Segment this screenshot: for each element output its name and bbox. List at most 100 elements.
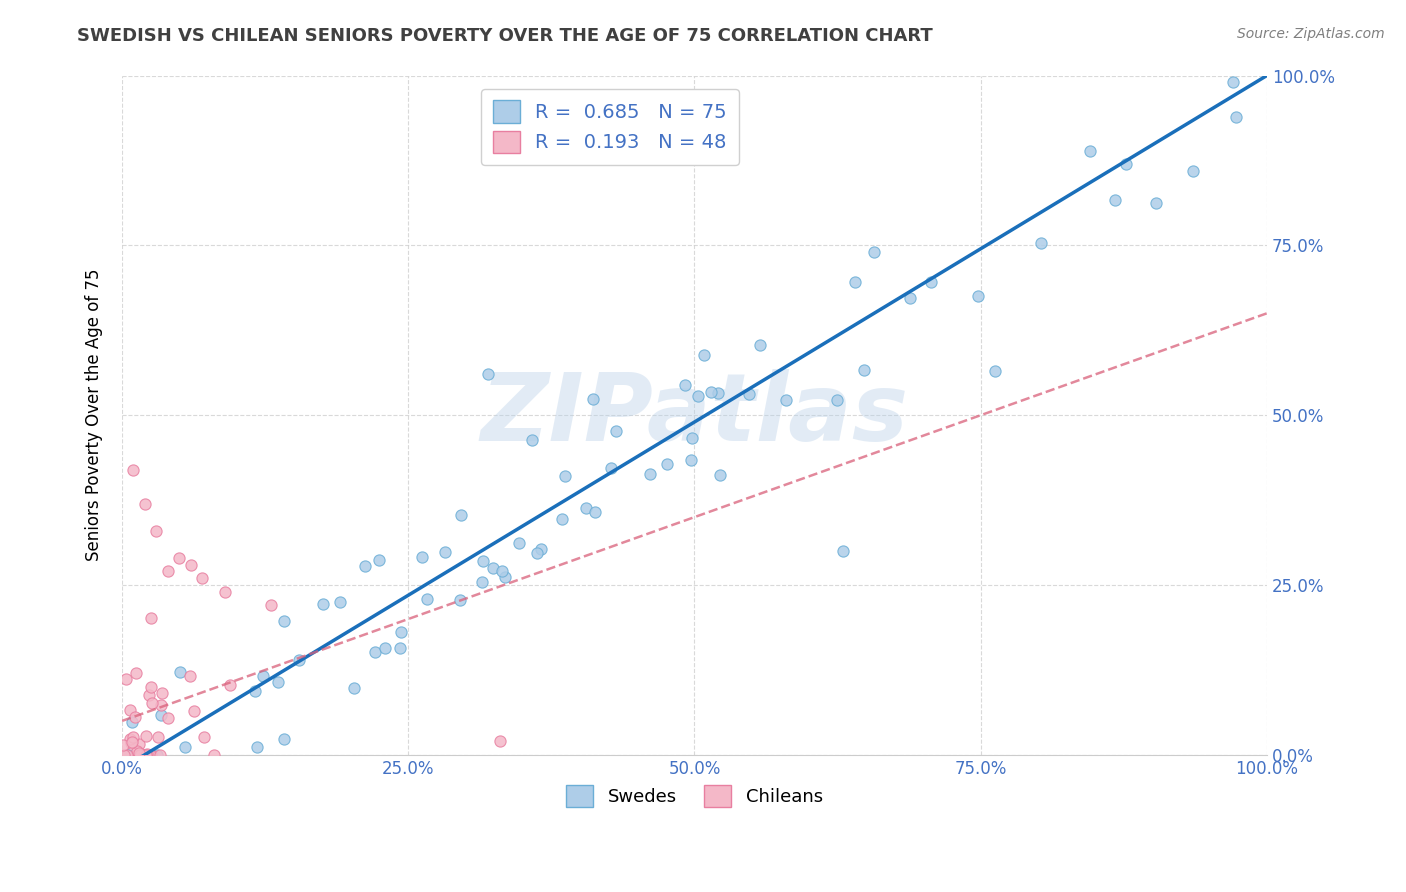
Point — [638, 467, 661, 482]
Point — [364, 645, 387, 659]
Point — [1115, 157, 1137, 171]
Point — [583, 505, 606, 519]
Text: Source: ZipAtlas.com: Source: ZipAtlas.com — [1237, 27, 1385, 41]
Point — [179, 669, 201, 683]
Point — [260, 599, 283, 613]
Point — [138, 689, 160, 703]
Point — [118, 703, 141, 717]
Point — [273, 731, 295, 746]
Point — [169, 550, 191, 565]
Point — [246, 740, 269, 755]
Point — [581, 392, 603, 406]
Point — [173, 740, 195, 755]
Point — [749, 337, 772, 351]
Point — [825, 392, 848, 407]
Point — [415, 592, 437, 607]
Point — [115, 747, 138, 762]
Point — [128, 746, 150, 760]
Point — [472, 554, 495, 568]
Point — [450, 508, 472, 522]
Point — [120, 736, 142, 750]
Point — [135, 747, 157, 761]
Point — [368, 553, 391, 567]
Point — [112, 738, 135, 752]
Point — [1225, 110, 1247, 124]
Point — [1144, 195, 1167, 210]
Point — [191, 571, 214, 585]
Point — [134, 496, 156, 510]
Point — [180, 558, 202, 572]
Point — [489, 734, 512, 748]
Point — [287, 653, 309, 667]
Point — [141, 680, 163, 694]
Point — [433, 545, 456, 559]
Point — [832, 544, 855, 558]
Point — [471, 574, 494, 589]
Point — [134, 747, 156, 762]
Point — [127, 747, 149, 762]
Point — [520, 433, 543, 447]
Point — [681, 453, 703, 467]
Text: ZIPatlas: ZIPatlas — [481, 369, 908, 461]
Point — [150, 686, 173, 700]
Point — [343, 681, 366, 695]
Point — [738, 386, 761, 401]
Point — [146, 730, 169, 744]
Point — [312, 597, 335, 611]
Point — [273, 614, 295, 628]
Y-axis label: Seniors Poverty Over the Age of 75: Seniors Poverty Over the Age of 75 — [86, 269, 103, 561]
Point — [600, 461, 623, 475]
Point — [149, 747, 172, 762]
Point — [655, 457, 678, 471]
Point — [709, 468, 731, 483]
Point — [127, 744, 149, 758]
Point — [898, 291, 921, 305]
Point — [1222, 75, 1244, 89]
Point — [329, 595, 352, 609]
Point — [707, 386, 730, 401]
Point — [243, 684, 266, 698]
Point — [374, 641, 396, 656]
Point — [122, 462, 145, 476]
Point — [354, 559, 377, 574]
Point — [686, 389, 709, 403]
Legend: Swedes, Chileans: Swedes, Chileans — [560, 777, 830, 814]
Point — [129, 747, 152, 762]
Point — [267, 675, 290, 690]
Point — [1031, 235, 1053, 250]
Point — [508, 536, 530, 550]
Point — [605, 424, 627, 438]
Point — [139, 747, 162, 762]
Point — [124, 666, 146, 681]
Point — [219, 677, 242, 691]
Point — [700, 385, 723, 400]
Point — [853, 363, 876, 377]
Point — [193, 730, 215, 744]
Point — [1078, 144, 1101, 158]
Point — [681, 431, 703, 445]
Point — [202, 747, 225, 762]
Point — [135, 729, 157, 743]
Point — [183, 704, 205, 718]
Point — [125, 747, 148, 762]
Point — [920, 275, 942, 289]
Point — [121, 735, 143, 749]
Point — [1104, 194, 1126, 208]
Point — [132, 747, 155, 762]
Point — [156, 565, 179, 579]
Point — [551, 512, 574, 526]
Point — [149, 708, 172, 723]
Point — [146, 747, 169, 762]
Point — [863, 245, 886, 260]
Point — [693, 348, 716, 362]
Point — [575, 501, 598, 516]
Point — [214, 585, 236, 599]
Point — [149, 698, 172, 712]
Point — [128, 737, 150, 751]
Point — [449, 592, 471, 607]
Point — [117, 747, 139, 762]
Point — [482, 561, 505, 575]
Point — [967, 288, 990, 302]
Point — [389, 624, 412, 639]
Point — [673, 377, 696, 392]
